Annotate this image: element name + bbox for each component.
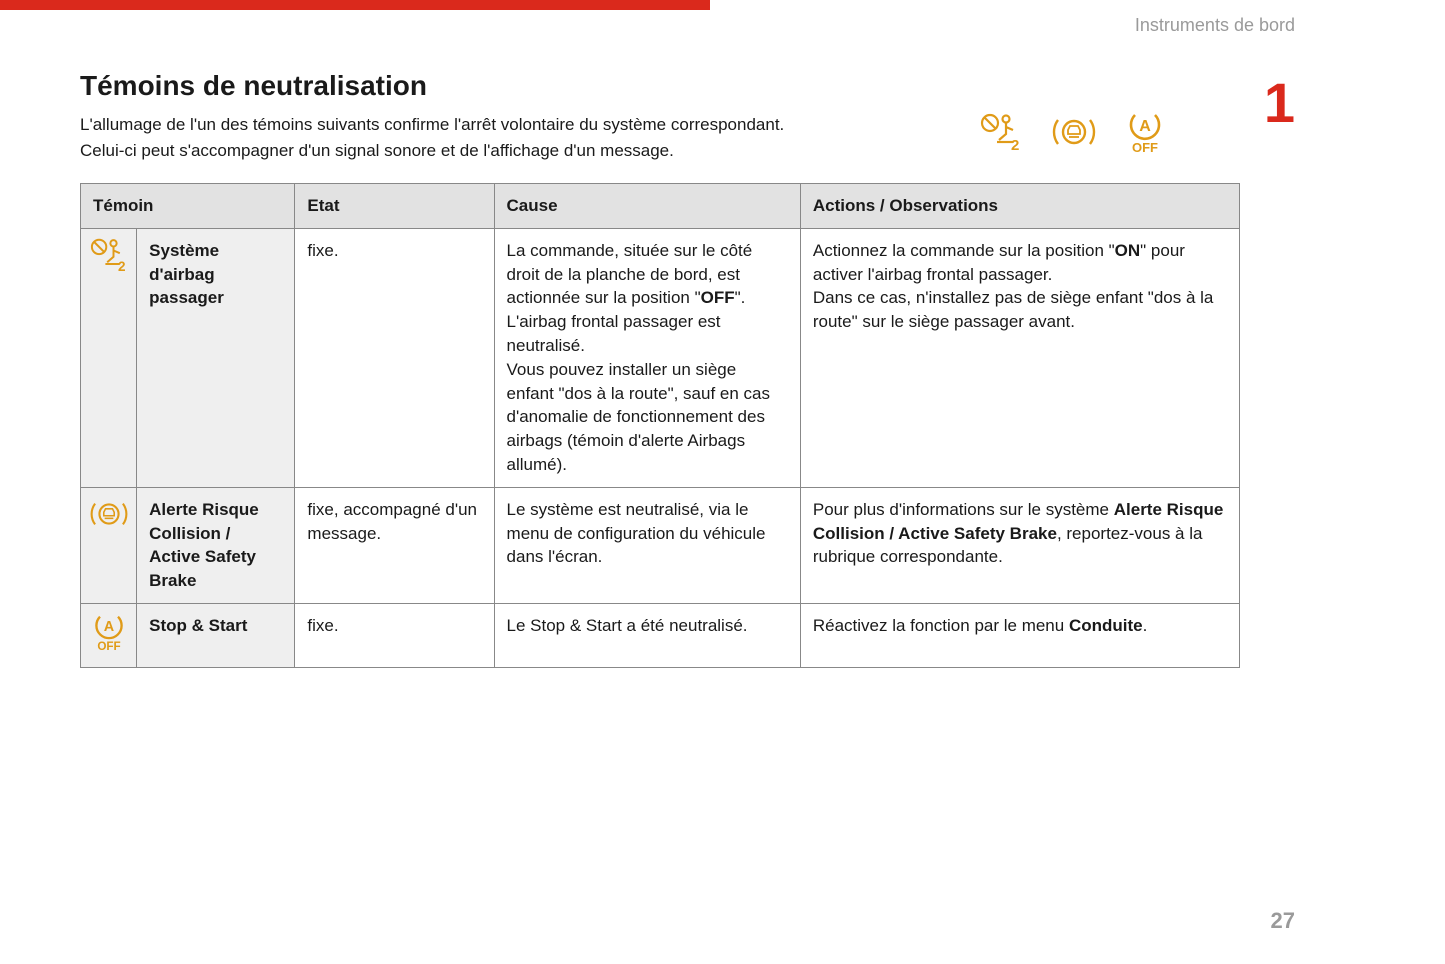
row-icon-cell: 2 [81, 228, 137, 487]
row-actions: Pour plus d'informations sur le système … [800, 487, 1239, 603]
collision-alert-icon [1051, 112, 1097, 152]
row-label: Stop & Start [137, 603, 295, 667]
row-etat: fixe. [295, 228, 494, 487]
page-content: Témoins de neutralisation L'allumage de … [0, 10, 1445, 668]
table-row: Alerte Risque Collision / Active Safety … [81, 487, 1240, 603]
svg-text:OFF: OFF [1132, 140, 1158, 154]
row-icon-cell [81, 487, 137, 603]
svg-text:OFF: OFF [97, 640, 120, 652]
row-cause: Le système est neutralisé, via le menu d… [494, 487, 800, 603]
svg-text:A: A [103, 619, 114, 635]
airbag-off-icon: 2 [979, 112, 1023, 152]
svg-text:2: 2 [1011, 137, 1019, 152]
svg-text:A: A [1139, 118, 1151, 135]
page-number: 27 [1271, 908, 1295, 934]
col-actions: Actions / Observations [800, 184, 1239, 229]
stop-start-off-icon: A OFF [91, 637, 127, 656]
collision-alert-icon [89, 517, 129, 536]
row-etat: fixe. [295, 603, 494, 667]
table-row: 2 Système d'airbag passager fixe. La com… [81, 228, 1240, 487]
section-label: Instruments de bord [1135, 15, 1295, 36]
col-cause: Cause [494, 184, 800, 229]
row-label: Alerte Risque Collision / Active Safety … [137, 487, 295, 603]
row-label: Système d'airbag passager [137, 228, 295, 487]
table-row: A OFF Stop & Start fixe. Le Stop & Start… [81, 603, 1240, 667]
row-cause: Le Stop & Start a été neutralisé. [494, 603, 800, 667]
airbag-off-icon: 2 [89, 258, 129, 277]
accent-bar [0, 0, 710, 10]
page-title: Témoins de neutralisation [80, 70, 1365, 102]
svg-text:2: 2 [118, 259, 126, 273]
indicators-table: Témoin Etat Cause Actions / Observations [80, 183, 1240, 668]
col-etat: Etat [295, 184, 494, 229]
row-cause: La commande, située sur le côté droit de… [494, 228, 800, 487]
row-icon-cell: A OFF [81, 603, 137, 667]
row-actions: Actionnez la commande sur la position "O… [800, 228, 1239, 487]
row-etat: fixe, accompagné d'un message. [295, 487, 494, 603]
row-actions: Réactivez la fonction par le menu Condui… [800, 603, 1239, 667]
col-temoin: Témoin [81, 184, 295, 229]
header-icon-row: 2 A OFF [979, 110, 1165, 154]
stop-start-off-icon: A OFF [1125, 110, 1165, 154]
chapter-number: 1 [1264, 70, 1295, 135]
intro-text: L'allumage de l'un des témoins suivants … [80, 112, 1365, 163]
